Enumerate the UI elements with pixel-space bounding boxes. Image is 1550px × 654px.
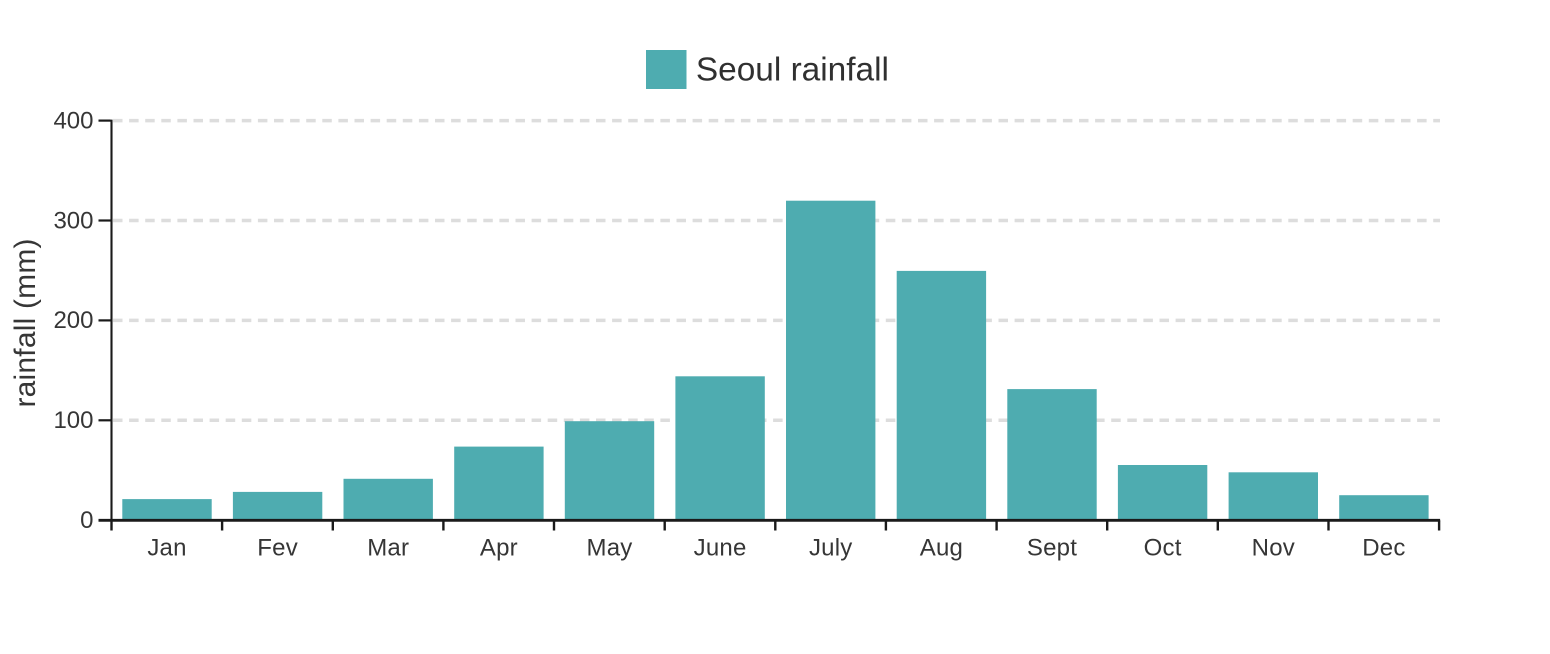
- svg-text:Mar: Mar: [367, 535, 409, 562]
- svg-text:May: May: [587, 535, 633, 562]
- svg-text:rainfall (mm): rainfall (mm): [9, 238, 42, 407]
- svg-text:200: 200: [53, 307, 93, 334]
- svg-text:0: 0: [80, 507, 93, 534]
- svg-text:Jan: Jan: [147, 535, 186, 562]
- svg-text:400: 400: [53, 107, 93, 134]
- svg-text:July: July: [809, 535, 852, 562]
- svg-text:Nov: Nov: [1252, 535, 1295, 562]
- svg-text:Oct: Oct: [1144, 535, 1182, 562]
- svg-text:Seoul rainfall: Seoul rainfall: [696, 52, 889, 89]
- svg-text:Fev: Fev: [257, 535, 298, 562]
- svg-text:Sept: Sept: [1027, 535, 1077, 562]
- svg-text:100: 100: [53, 407, 93, 434]
- svg-text:300: 300: [53, 207, 93, 234]
- svg-text:Apr: Apr: [480, 535, 518, 562]
- svg-text:Aug: Aug: [920, 535, 963, 562]
- svg-text:Dec: Dec: [1362, 535, 1405, 562]
- svg-text:June: June: [694, 535, 747, 562]
